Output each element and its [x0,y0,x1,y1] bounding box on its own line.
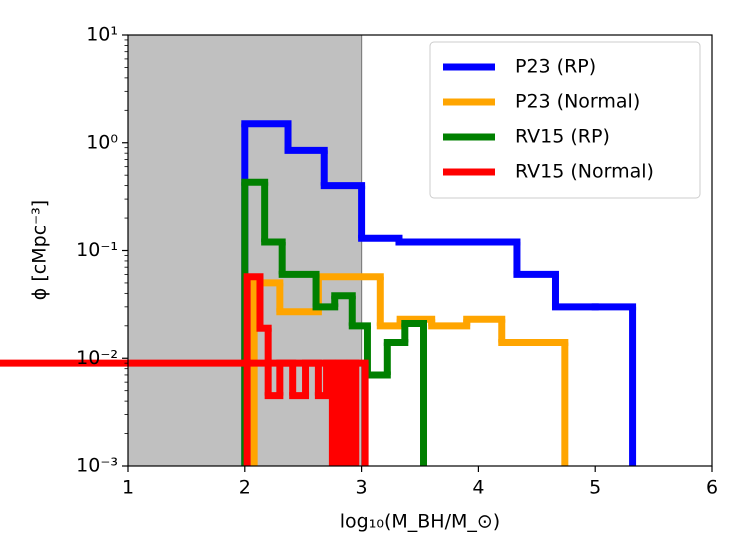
y-tick-label: 10⁻² [76,347,118,369]
y-tick-label: 10⁻³ [76,455,118,477]
legend-label: RV15 (RP) [515,126,610,148]
legend-label: RV15 (Normal) [515,161,654,183]
legend-label: P23 (RP) [515,56,596,78]
x-tick-label: 1 [122,477,134,499]
x-tick-label: 6 [706,477,718,499]
x-tick-label: 5 [589,477,601,499]
legend-label: P23 (Normal) [515,91,640,113]
y-axis-label: ϕ [cMpc⁻³] [29,200,51,300]
y-tick-label: 10⁰ [86,131,118,153]
plot-area [0,120,637,466]
legend-box [429,41,701,199]
x-axis-label: log₁₀(M_BH/M_⊙) [340,511,500,533]
x-tick-label: 4 [472,477,484,499]
y-tick-label: 10¹ [86,24,118,46]
y-tick-label: 10⁻¹ [76,239,118,261]
x-tick-label: 3 [356,477,368,499]
x-tick-label: 2 [239,477,251,499]
